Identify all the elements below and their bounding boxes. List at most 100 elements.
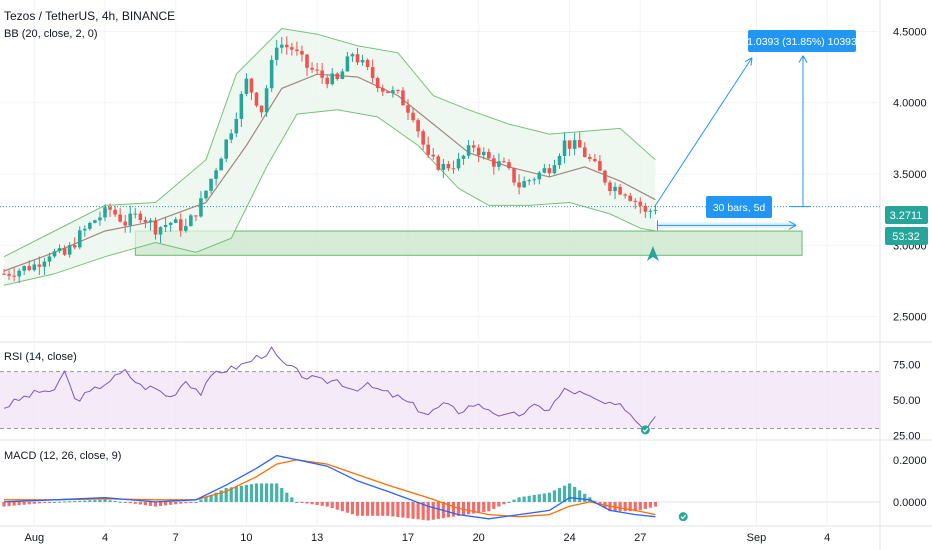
candle xyxy=(380,84,385,96)
price-pane[interactable] xyxy=(0,27,880,286)
candle-body xyxy=(421,131,425,145)
candle xyxy=(391,86,395,98)
candle-body xyxy=(360,59,365,63)
macd-histogram-bar xyxy=(63,501,67,503)
candle xyxy=(396,89,400,94)
candle-body xyxy=(133,213,138,215)
candle xyxy=(456,152,461,171)
macd-histogram-bar xyxy=(497,501,501,507)
candle xyxy=(178,213,183,237)
candle-body xyxy=(466,145,471,156)
candle-body xyxy=(239,93,244,119)
candle-body xyxy=(567,140,572,149)
candle xyxy=(57,244,62,254)
candle xyxy=(2,269,6,275)
candle-body xyxy=(355,54,360,63)
macd-histogram-bar xyxy=(153,501,158,507)
candle xyxy=(562,132,567,164)
rsi-pane[interactable] xyxy=(0,346,880,435)
macd-histogram-bar xyxy=(310,501,314,505)
macd-pane[interactable] xyxy=(0,454,880,522)
candle xyxy=(547,163,552,178)
macd-histogram-bar xyxy=(583,493,587,502)
candle xyxy=(254,92,259,108)
candle xyxy=(431,147,436,160)
candle-body xyxy=(93,220,97,223)
candle-body xyxy=(572,140,577,149)
candle xyxy=(421,129,425,151)
candle-body xyxy=(441,163,446,170)
macd-histogram-bar xyxy=(578,490,582,502)
candle xyxy=(618,183,622,196)
candle xyxy=(598,155,602,171)
candle-body xyxy=(259,105,264,113)
candle-body xyxy=(481,151,486,156)
candle-body xyxy=(396,90,400,92)
candle-body xyxy=(507,162,511,169)
macd-signal-line xyxy=(4,459,656,518)
candle-body xyxy=(582,147,587,157)
candle xyxy=(128,205,133,233)
time-axis[interactable]: Aug 4 7 10 13 17 20 24 27 Sep 4 xyxy=(25,532,831,544)
macd-histogram-bar xyxy=(512,499,516,502)
bars-range-badge[interactable]: 30 bars, 5d xyxy=(706,196,772,218)
candle-body xyxy=(62,248,67,255)
candle xyxy=(355,47,360,66)
candle-body xyxy=(391,90,395,93)
candle-body xyxy=(229,133,234,140)
candle-body xyxy=(623,194,627,196)
macd-histogram-bar xyxy=(83,500,87,502)
candle xyxy=(507,159,511,171)
candle-body xyxy=(88,222,92,229)
macd-histogram-bar xyxy=(643,501,647,509)
candle-body xyxy=(648,210,653,212)
candle xyxy=(406,99,410,120)
macd-histogram-bar xyxy=(68,501,72,503)
macd-histogram-bar xyxy=(446,501,450,518)
macd-histogram-bar xyxy=(143,501,147,506)
candle-body xyxy=(643,205,648,212)
candle xyxy=(310,62,314,74)
candle-body xyxy=(209,178,213,191)
candle xyxy=(153,217,158,240)
candle xyxy=(537,170,542,185)
macd-check-mark xyxy=(680,514,687,520)
macd-tick-label: 0.2000 xyxy=(893,455,927,467)
macd-legend: MACD (12, 26, close, 9) xyxy=(4,450,121,462)
candle-body xyxy=(128,213,133,226)
candle xyxy=(93,219,97,224)
candle-body xyxy=(557,155,562,166)
candle-body xyxy=(588,156,592,160)
projection-badge[interactable]: 1.0393 (31.85%) 10393 xyxy=(747,30,857,52)
candle xyxy=(17,268,21,284)
candle-body xyxy=(522,181,526,188)
macd-histogram-bar xyxy=(411,501,415,519)
support-zone xyxy=(134,230,803,256)
macd-histogram-bar xyxy=(78,500,82,502)
last-price-text: 3.2711 xyxy=(890,210,923,222)
macd-histogram-bar xyxy=(416,501,420,520)
candle xyxy=(345,51,350,72)
candle-body xyxy=(199,198,203,217)
macd-histogram-bar xyxy=(653,501,658,507)
macd-histogram-bar xyxy=(189,501,193,503)
projection-arrowhead xyxy=(744,57,753,66)
candle-body xyxy=(279,44,284,48)
macd-histogram-bar xyxy=(199,499,203,502)
price-axis[interactable]: 2.50003.00003.50004.00004.500025.0050.00… xyxy=(893,26,927,509)
macd-histogram-bar xyxy=(17,501,21,506)
candle-body xyxy=(340,71,345,80)
candle-body xyxy=(436,156,441,170)
candle xyxy=(62,245,67,256)
last-price-badge[interactable]: 3.2711 xyxy=(885,206,928,224)
bb-lower-band xyxy=(3,109,656,286)
macd-histogram-bar xyxy=(148,501,153,506)
candle-body xyxy=(613,186,617,192)
time-tick-label: 4 xyxy=(102,532,108,544)
price-tick-label: 4.0000 xyxy=(893,98,927,110)
candle-body xyxy=(118,214,122,222)
candle xyxy=(567,140,572,157)
candle-body xyxy=(502,161,506,163)
macd-histogram-bar xyxy=(517,497,521,502)
